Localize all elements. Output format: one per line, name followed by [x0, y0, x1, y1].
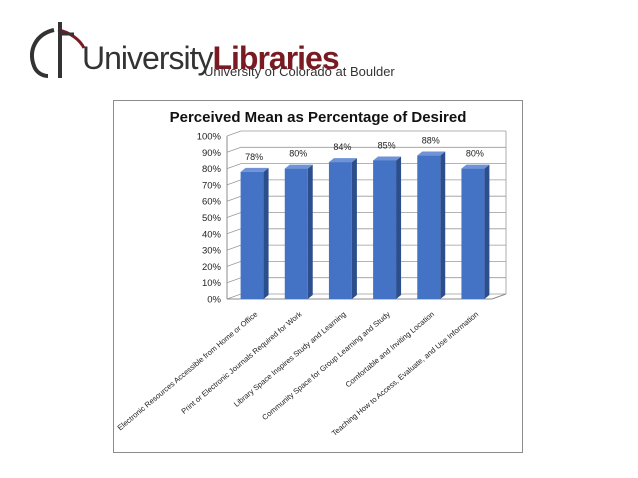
- data-label: 80%: [289, 149, 307, 159]
- bar-chart: 0%10%20%30%40%50%60%70%80%90%100%78%Elec…: [116, 130, 507, 438]
- bar-top: [461, 164, 490, 169]
- y-tick-label: 80%: [202, 164, 222, 175]
- gridline-depth: [226, 212, 242, 218]
- y-tick-label: 100%: [197, 132, 222, 143]
- bar-side: [351, 158, 357, 299]
- data-label: 85%: [378, 140, 396, 150]
- logo-wordmark: UniversityLibraries: [82, 40, 340, 76]
- bar-top: [240, 167, 269, 172]
- y-tick-label: 60%: [202, 197, 222, 208]
- bar-top: [373, 156, 402, 161]
- y-tick-label: 90%: [202, 148, 222, 159]
- gridline-depth: [226, 179, 242, 186]
- bar-side: [307, 164, 313, 299]
- y-tick-label: 40%: [202, 229, 222, 240]
- chart-panel: Perceived Mean as Percentage of Desired …: [113, 100, 523, 453]
- data-label: 80%: [466, 149, 484, 159]
- logo-word-university: University: [82, 40, 213, 76]
- gridline-depth: [226, 195, 242, 202]
- y-tick-label: 10%: [202, 278, 222, 289]
- data-label: 84%: [333, 142, 351, 152]
- gridline-depth: [226, 146, 242, 153]
- logo-subtitle: University of Colorado at Boulder: [204, 64, 395, 79]
- bar-top: [328, 158, 357, 163]
- bar: [240, 171, 264, 299]
- y-tick-label: 70%: [202, 180, 222, 191]
- university-libraries-logo[interactable]: UniversityLibraries: [24, 20, 340, 82]
- gridline-depth: [226, 293, 242, 300]
- gridline-depth: [226, 244, 242, 251]
- bar-side: [440, 151, 446, 299]
- gridline-depth: [226, 277, 242, 284]
- gridline-depth: [226, 261, 242, 267]
- y-tick-label: 50%: [202, 213, 222, 224]
- gridline-depth: [226, 228, 242, 235]
- data-label: 78%: [245, 152, 263, 162]
- bar-side: [263, 167, 269, 299]
- floor-edge: [491, 293, 507, 300]
- bar-top: [417, 151, 446, 156]
- data-label: 88%: [422, 136, 440, 146]
- bar: [417, 155, 441, 299]
- chart-title: Perceived Mean as Percentage of Desired: [169, 109, 467, 126]
- bar: [461, 168, 485, 299]
- pickaxe-logo-icon: [30, 22, 86, 78]
- bar: [373, 160, 397, 299]
- x-tick-label: Comfortable and Inviting Location: [344, 310, 436, 390]
- bar: [328, 162, 352, 299]
- y-tick-label: 0%: [207, 295, 221, 306]
- gridline-depth: [226, 163, 242, 169]
- y-tick-label: 20%: [202, 262, 222, 273]
- bar-top: [284, 164, 313, 169]
- logo-word-libraries: Libraries: [212, 40, 339, 76]
- gridline-depth: [226, 130, 242, 137]
- bar: [284, 168, 308, 299]
- bar-side: [396, 156, 402, 299]
- bar-side: [484, 164, 490, 299]
- y-tick-label: 30%: [202, 246, 222, 257]
